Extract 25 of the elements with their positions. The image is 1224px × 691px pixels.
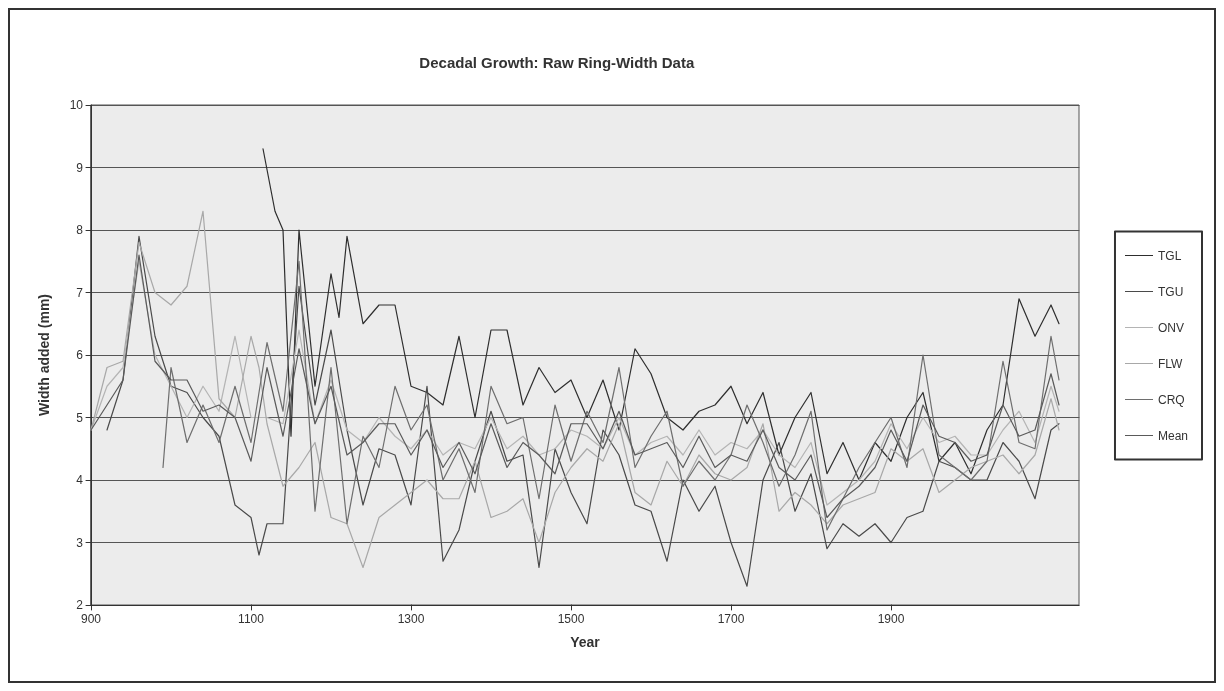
x-tick-label: 1500 [557,612,585,626]
legend-label: TGU [1157,284,1184,299]
y-tick-label: 10 [69,98,84,112]
y-tick-label: 4 [76,473,84,487]
legend-label: CRQ [1157,392,1185,407]
y-tick-label: 5 [76,410,84,425]
legend-label: TGL [1157,248,1182,263]
legend-label: FLW [1157,356,1184,371]
legend-label: Mean [1157,428,1189,443]
line-series [262,148,1060,481]
y-tick-label: 2 [76,598,84,612]
y-tick-label: 9 [76,160,84,175]
chart-title: Decadal Growth: Raw Ring-Width Data [419,54,695,71]
legend-label: ONV [1157,320,1184,335]
x-tick-label: 1900 [877,612,905,626]
y-tick-label: 3 [76,535,84,550]
x-axis-title: Year [570,634,601,650]
y-tick-label: 7 [76,285,84,300]
x-tick-label: 1700 [717,612,745,626]
y-axis-title: Width added (mm) [36,294,52,416]
x-tick-label: 1300 [397,612,425,626]
x-tick-label: 1100 [238,612,265,626]
y-tick-label: 6 [76,348,84,362]
y-tick-label: 8 [76,223,84,237]
x-tick-label: 900 [80,612,102,626]
